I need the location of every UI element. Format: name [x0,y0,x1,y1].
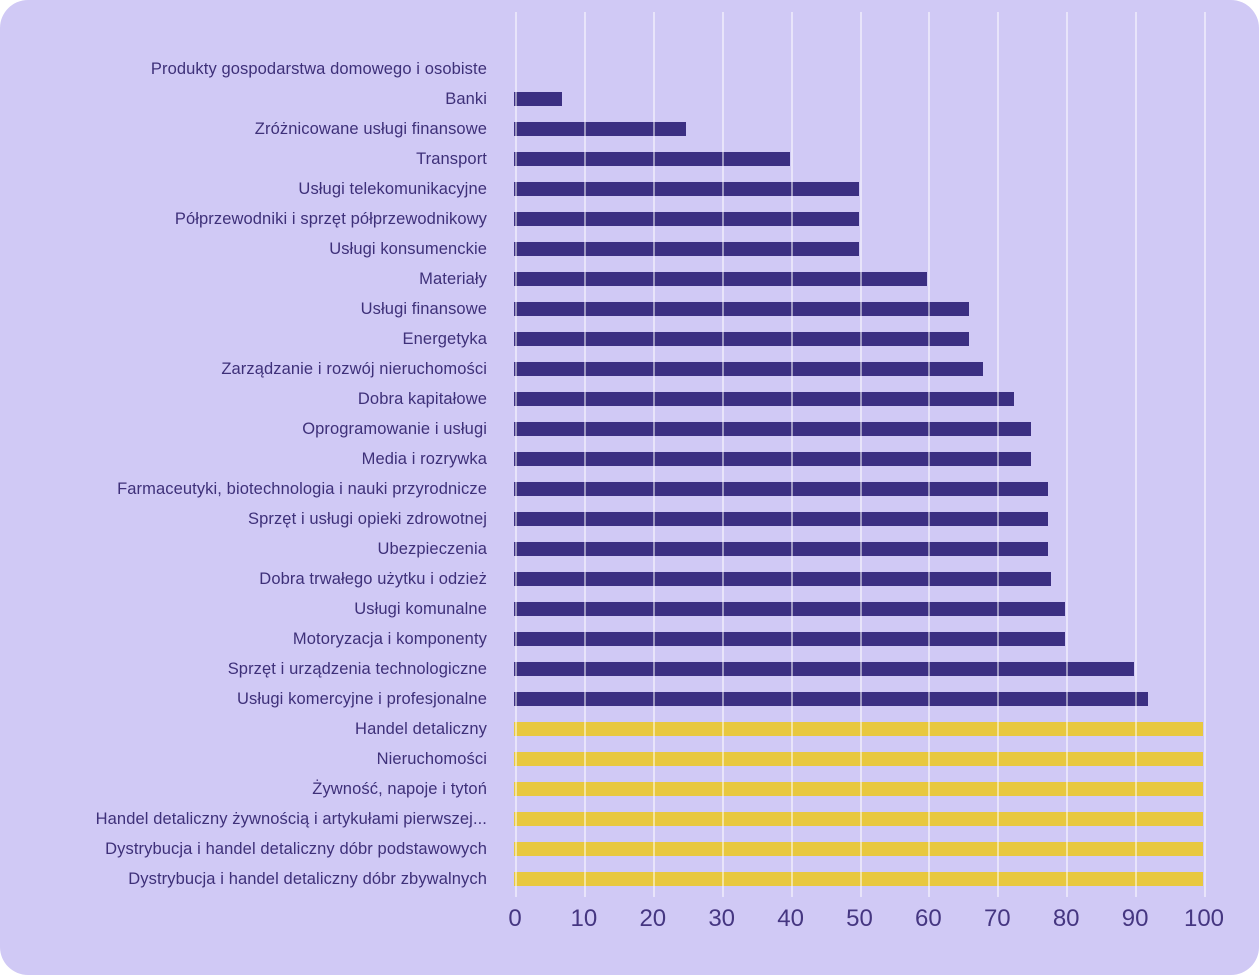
bar-row: Banki [0,84,1259,114]
bar [514,812,1203,826]
bar [514,122,687,136]
bar [514,212,859,226]
bar [514,482,1048,496]
category-label: Dobra kapitałowe [357,390,487,408]
x-axis: 0 10 20 30 40 50 60 70 80 90 100 [508,905,1224,935]
category-label: Półprzewodniki i sprzęt półprzewodnikowy [174,210,487,228]
bar [514,692,1148,706]
x-tick-label: 10 [570,905,598,932]
category-label: Sprzęt i usługi opieki zdrowotnej [247,510,487,528]
bar-row: Transport [0,144,1259,174]
category-label: Oprogramowanie i usługi [302,420,487,438]
bar-row: Usługi telekomunikacyjne [0,174,1259,204]
bar-row: Usługi komercyjne i profesjonalne [0,684,1259,714]
category-label: Handel detaliczny żywnością i artykułami… [95,810,487,828]
category-label: Motoryzacja i komponenty [292,630,487,648]
category-label: Dobra trwałego użytku i odzież [259,570,487,588]
category-label: Produkty gospodarstwa domowego i osobist… [150,60,487,78]
bar-row: Ubezpieczenia [0,534,1259,564]
x-tick-label: 90 [1121,905,1149,932]
x-tick-label: 40 [777,905,804,932]
bar-row: Sprzęt i usługi opieki zdrowotnej [0,504,1259,534]
bar-row: Dystrybucja i handel detaliczny dóbr zby… [0,864,1259,894]
bar-row: Dobra trwałego użytku i odzież [0,564,1259,594]
bar [514,842,1203,856]
bar-row: Nieruchomości [0,744,1259,774]
category-label: Usługi komercyjne i profesjonalne [236,690,487,708]
bar-row: Oprogramowanie i usługi [0,414,1259,444]
bar-row: Energetyka [0,324,1259,354]
bar [514,752,1203,766]
bar [514,512,1048,526]
bar-row: Materiały [0,264,1259,294]
category-label: Ubezpieczenia [377,540,487,558]
category-label: Usługi konsumenckie [329,240,487,258]
category-label: Sprzęt i urządzenia technologiczne [227,660,487,678]
bar-row: Motoryzacja i komponenty [0,624,1259,654]
category-label: Usługi finansowe [360,300,487,318]
category-label: Media i rozrywka [361,450,487,468]
bar-row: Dystrybucja i handel detaliczny dóbr pod… [0,834,1259,864]
bar-row: Sprzęt i urządzenia technologiczne [0,654,1259,684]
bar-row: Półprzewodniki i sprzęt półprzewodnikowy [0,204,1259,234]
category-label: Usługi telekomunikacyjne [298,180,487,198]
bar-row: Handel detaliczny żywnością i artykułami… [0,804,1259,834]
bar [514,452,1031,466]
bar [514,872,1203,886]
bar [514,662,1135,676]
category-label: Żywność, napoje i tytoń [312,780,487,798]
bar-row: Zarządzanie i rozwój nieruchomości [0,354,1259,384]
category-label: Usługi komunalne [354,600,487,618]
bar [514,542,1048,556]
x-tick-label: 50 [846,905,873,932]
category-label: Farmaceutyki, biotechnologia i nauki prz… [117,480,487,498]
x-tick-label: 100 [1183,905,1225,932]
bar-row: Usługi komunalne [0,594,1259,624]
x-tick-label: 20 [639,905,667,932]
category-label: Transport [416,150,487,168]
x-tick-label: 60 [915,905,942,932]
bar [514,302,969,316]
bar-row: Handel detaliczny [0,714,1259,744]
category-label: Nieruchomości [376,750,487,768]
bar [514,602,1066,616]
bar [514,242,859,256]
category-label: Banki [445,90,487,108]
x-tick-label: 70 [983,905,1011,932]
x-tick-label: 0 [508,905,522,932]
bar [514,272,928,286]
bar [514,572,1052,586]
bar-row: Produkty gospodarstwa domowego i osobist… [0,54,1259,84]
bar [514,332,969,346]
bar-row: Farmaceutyki, biotechnologia i nauki prz… [0,474,1259,504]
x-tick-label: 80 [1052,905,1080,932]
x-tick-label: 30 [708,905,736,932]
bar-row: Dobra kapitałowe [0,384,1259,414]
bar [514,182,859,196]
bar-row: Media i rozrywka [0,444,1259,474]
category-label: Zróżnicowane usługi finansowe [254,120,487,138]
bar [514,392,1014,406]
bar-row: Usługi konsumenckie [0,234,1259,264]
bar-row: Usługi finansowe [0,294,1259,324]
category-label: Materiały [419,270,487,288]
category-label: Handel detaliczny [355,720,487,738]
bar-row: Żywność, napoje i tytoń [0,774,1259,804]
category-label: Dystrybucja i handel detaliczny dóbr pod… [105,840,487,858]
bar [514,422,1031,436]
bar [514,362,983,376]
bar [514,722,1203,736]
category-label: Dystrybucja i handel detaliczny dóbr zby… [128,870,487,888]
bar-row: Zróżnicowane usługi finansowe [0,114,1259,144]
bar [514,782,1203,796]
category-label: Zarządzanie i rozwój nieruchomości [221,360,487,378]
bar [514,152,790,166]
bar [514,92,563,106]
bar [514,632,1066,646]
category-label: Energetyka [402,330,487,348]
